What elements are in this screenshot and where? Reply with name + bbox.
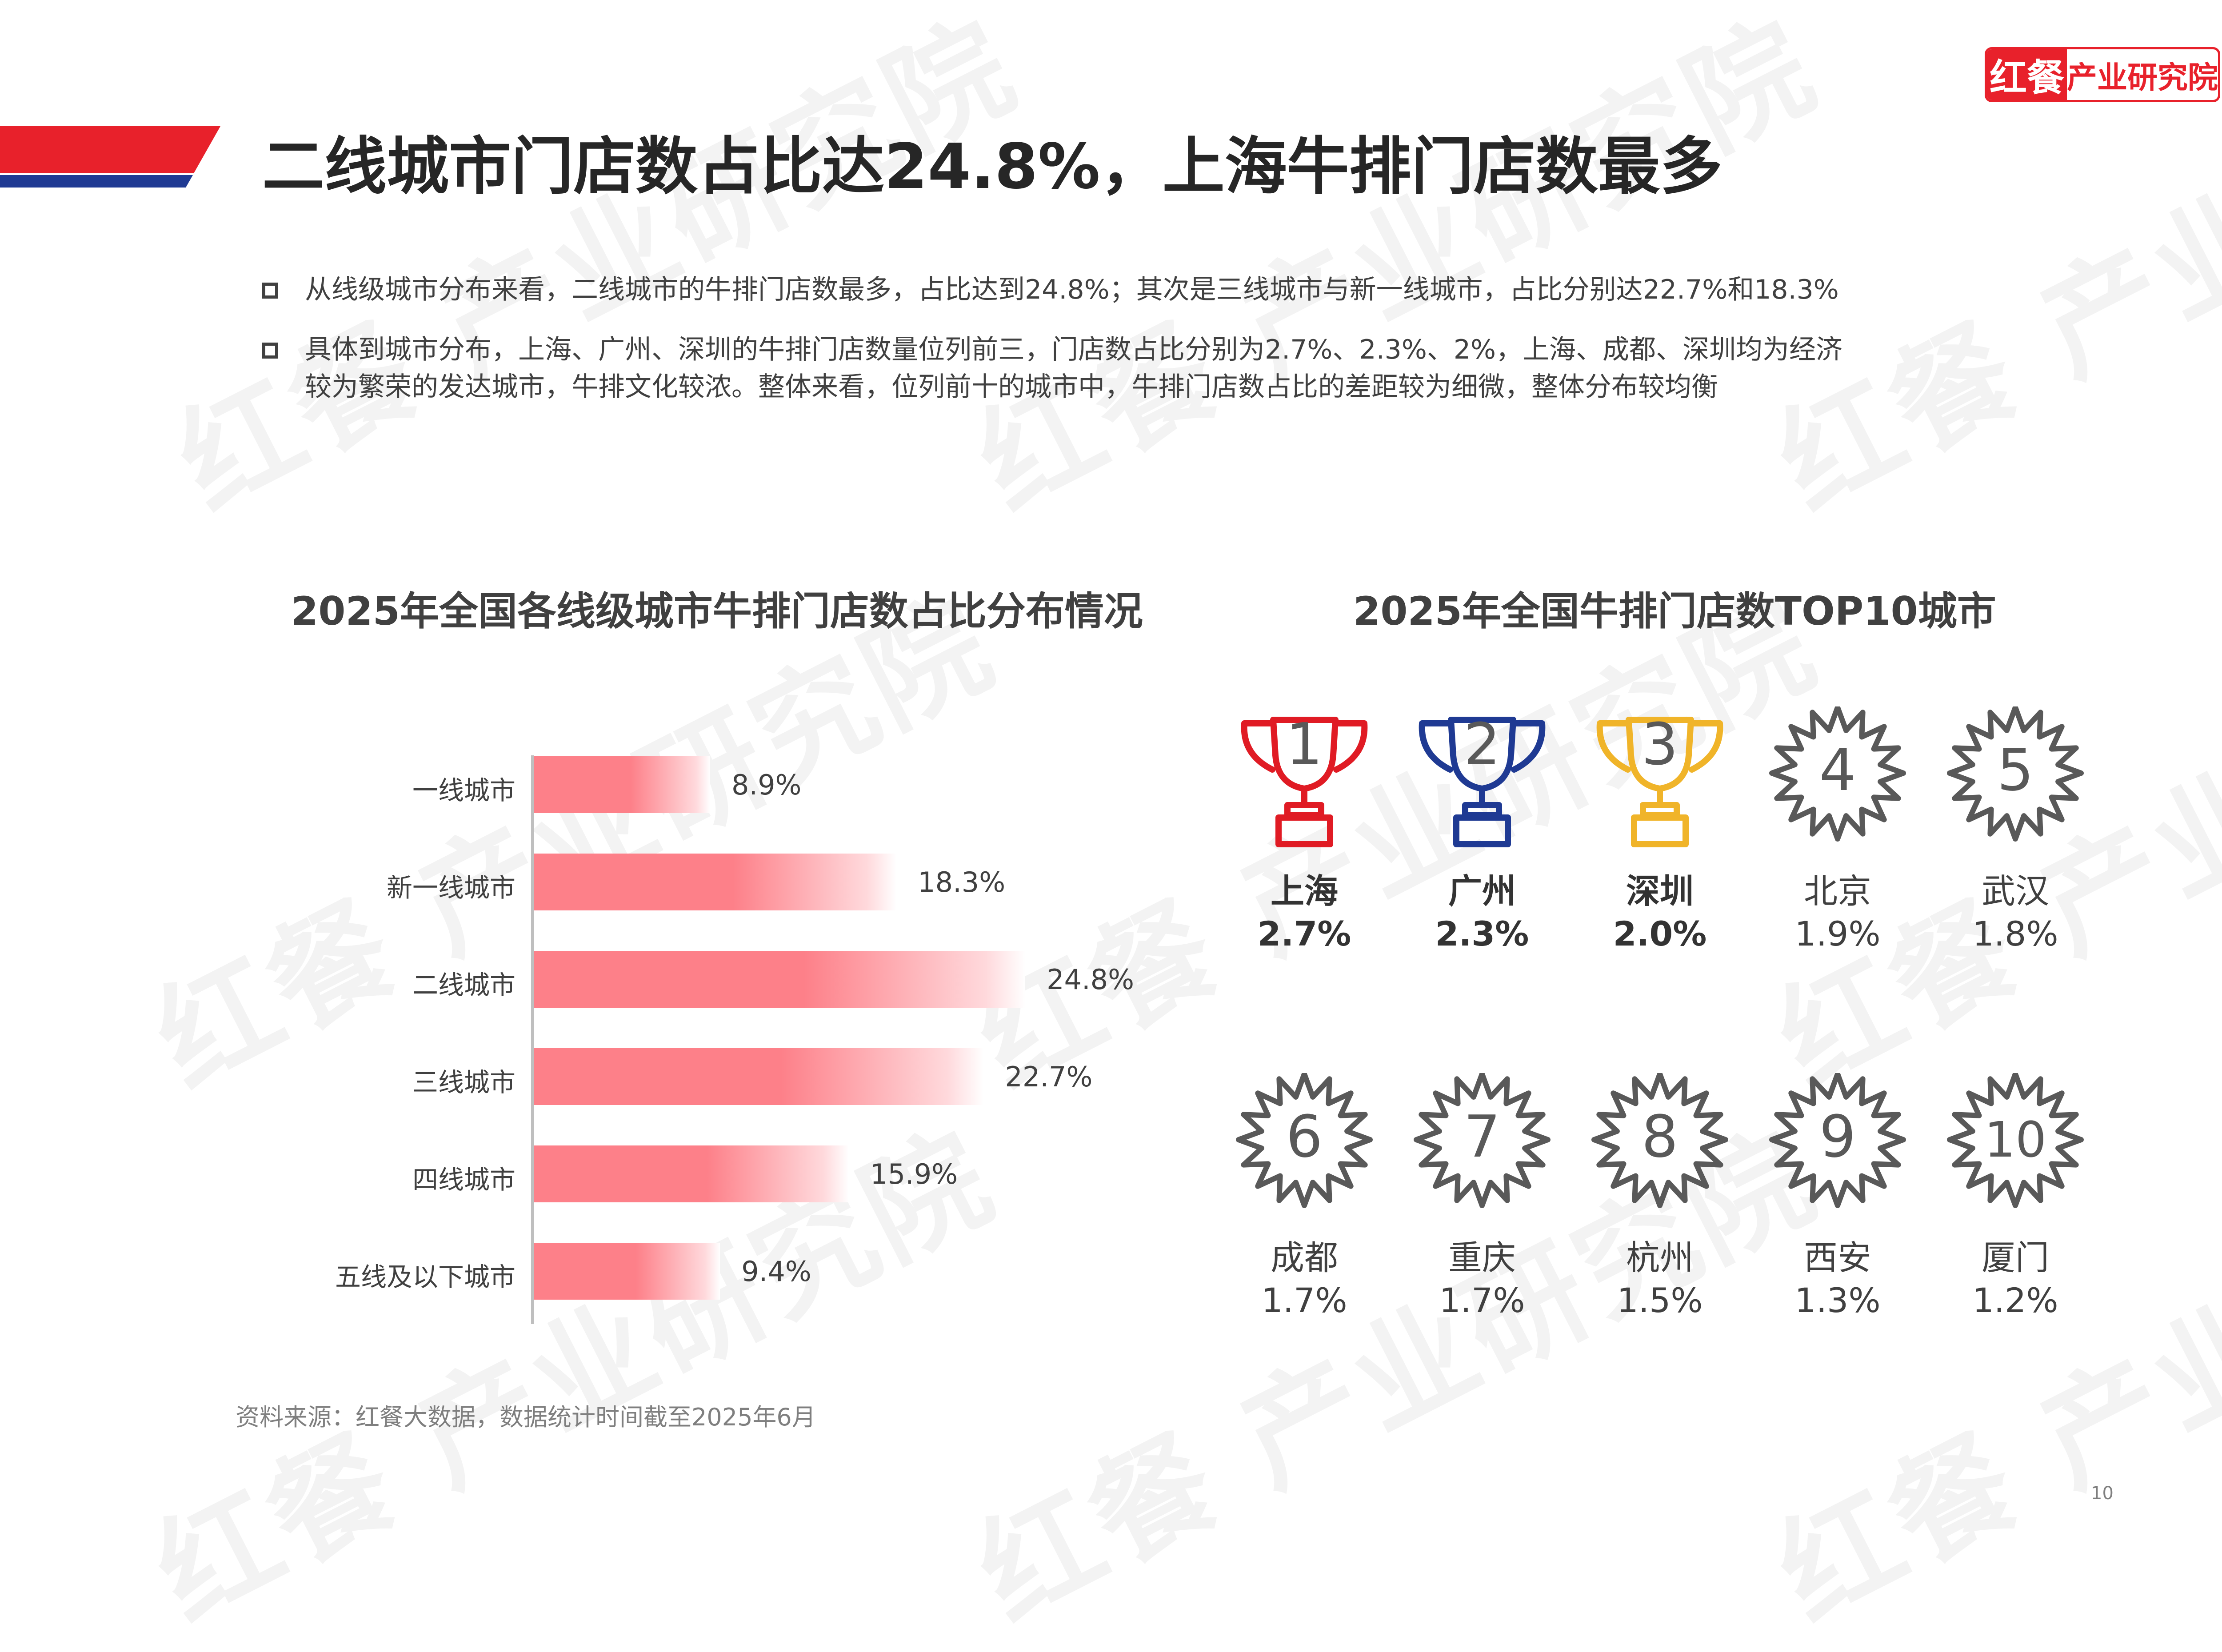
brand-name: 产业研究院: [2067, 60, 2218, 96]
top10-item: 2 广州 2.3%: [1398, 706, 1567, 955]
rank-number: 6: [1286, 1103, 1323, 1170]
bullet-text: 具体到城市分布，上海、广州、深圳的牛排门店数量位列前三，门店数占比分别为2.7%…: [305, 334, 1843, 365]
city-name: 重庆: [1448, 1238, 1516, 1277]
city-share-value: 1.7%: [1261, 1281, 1347, 1320]
bar: [534, 854, 897, 910]
bar: [534, 756, 710, 813]
city-name: 西安: [1804, 1238, 1871, 1277]
bullet-text-continued: 较为繁荣的发达城市，牛排文化较浓。整体来看，位列前十的城市中，牛排门店数占比的差…: [305, 371, 1718, 403]
bar: [534, 1243, 720, 1300]
city-share-value: 1.7%: [1439, 1281, 1525, 1320]
badge-icon: 9: [1769, 1073, 1906, 1208]
city-name: 上海: [1271, 871, 1338, 911]
bar-category-label: 一线城市: [412, 775, 516, 806]
rank-number: 9: [1819, 1103, 1856, 1170]
bar-value-label: 8.9%: [731, 769, 802, 801]
top10-item: 6 成都 1.7%: [1220, 1073, 1389, 1322]
rank-number: 3: [1642, 710, 1678, 778]
top10-item: 8 杭州 1.5%: [1575, 1073, 1744, 1322]
top10-item: 4 北京 1.9%: [1753, 706, 1922, 955]
top10-item: 10 厦门 1.2%: [1931, 1073, 2100, 1322]
bar-category-label: 四线城市: [412, 1165, 516, 1195]
city-name: 北京: [1804, 871, 1871, 911]
brand-logo-mark: 红餐: [1987, 49, 2067, 100]
bullet-square-icon: [262, 283, 278, 299]
top10-item: 7 重庆 1.7%: [1398, 1073, 1567, 1322]
page-number: 10: [2091, 1483, 2114, 1504]
city-share-value: 1.9%: [1794, 914, 1881, 954]
city-share-value: 2.7%: [1257, 914, 1351, 954]
rank-number: 8: [1642, 1103, 1678, 1170]
top10-item: 1 上海 2.7%: [1220, 706, 1389, 955]
badge-icon: 7: [1414, 1073, 1551, 1208]
badge-icon: 10: [1947, 1073, 2084, 1208]
trophy-icon: 1: [1241, 710, 1368, 847]
rank-number: 10: [1984, 1111, 2046, 1168]
city-share-value: 2.3%: [1435, 914, 1529, 954]
city-name: 杭州: [1626, 1238, 1694, 1277]
top10-item: 5 武汉 1.8%: [1931, 706, 2100, 955]
rank-number: 4: [1819, 736, 1856, 804]
bar-category-label: 三线城市: [412, 1067, 516, 1097]
city-name: 厦门: [1982, 1238, 2049, 1277]
bar-value-label: 24.8%: [1047, 963, 1135, 996]
source-note: 资料来源：红餐大数据，数据统计时间截至2025年6月: [236, 1403, 816, 1431]
bar-category-label: 二线城市: [412, 970, 516, 1000]
top10-grid: 1 上海 2.7% 2 广州 2.3% 3 深圳 2.0% 4 北京 1.9% 5 武汉 1.8% 6 成都 1.…: [1220, 706, 2100, 1322]
rank-number: 1: [1286, 710, 1323, 778]
city-share-value: 1.8%: [1972, 914, 2058, 954]
rank-number: 7: [1464, 1103, 1501, 1170]
badge-icon: 8: [1591, 1073, 1728, 1208]
bar-value-label: 22.7%: [1005, 1061, 1093, 1093]
bar: [534, 1145, 849, 1202]
bar-chart-title: 2025年全国各线级城市牛排门店数占比分布情况: [291, 588, 1143, 634]
city-name: 武汉: [1982, 871, 2049, 911]
city-name: 成都: [1271, 1238, 1338, 1277]
city-share-value: 1.2%: [1972, 1281, 2058, 1320]
bar-category-label: 新一线城市: [386, 873, 516, 903]
bar-chart: 一线城市 8.9% 新一线城市 18.3% 二线城市 24.8% 三线城市 22.7% 四线城市…: [335, 756, 1135, 1300]
city-share-value: 2.0%: [1613, 914, 1707, 954]
bar: [534, 1048, 984, 1105]
bar-value-label: 15.9%: [870, 1158, 958, 1190]
top10-title: 2025年全国牛排门店数TOP10城市: [1353, 588, 1996, 634]
badge-icon: 4: [1769, 706, 1906, 842]
top10-item: 3 深圳 2.0%: [1575, 706, 1744, 955]
badge-icon: 5: [1947, 706, 2084, 842]
city-name: 广州: [1448, 871, 1516, 911]
badge-icon: 6: [1236, 1073, 1373, 1208]
brand-logo: 红餐 产业研究院: [1985, 47, 2220, 102]
bullet-2: 具体到城市分布，上海、广州、深圳的牛排门店数量位列前三，门店数占比分别为2.7%…: [262, 331, 1842, 406]
bullet-1: 从线级城市分布来看，二线城市的牛排门店数最多，占比达到24.8%；其次是三线城市…: [262, 271, 1839, 308]
bar-chart-axis: [531, 755, 534, 1324]
trophy-icon: 3: [1596, 710, 1723, 847]
page-title: 二线城市门店数占比达24.8%，上海牛排门店数最多: [262, 131, 1722, 203]
top10-item: 9 西安 1.3%: [1753, 1073, 1922, 1322]
bar-value-label: 9.4%: [741, 1255, 811, 1288]
trophy-icon: 2: [1419, 710, 1546, 847]
bullet-text: 从线级城市分布来看，二线城市的牛排门店数最多，占比达到24.8%；其次是三线城市…: [305, 274, 1839, 305]
bullet-square-icon: [262, 343, 278, 359]
city-share-value: 1.5%: [1617, 1281, 1703, 1320]
bar-value-label: 18.3%: [918, 866, 1006, 898]
bar: [534, 951, 1026, 1008]
rank-number: 2: [1464, 710, 1501, 778]
header-stripe: [0, 126, 220, 188]
rank-number: 5: [1997, 736, 2034, 804]
city-share-value: 1.3%: [1794, 1281, 1881, 1320]
city-name: 深圳: [1626, 871, 1694, 911]
bar-category-label: 五线及以下城市: [335, 1262, 516, 1292]
